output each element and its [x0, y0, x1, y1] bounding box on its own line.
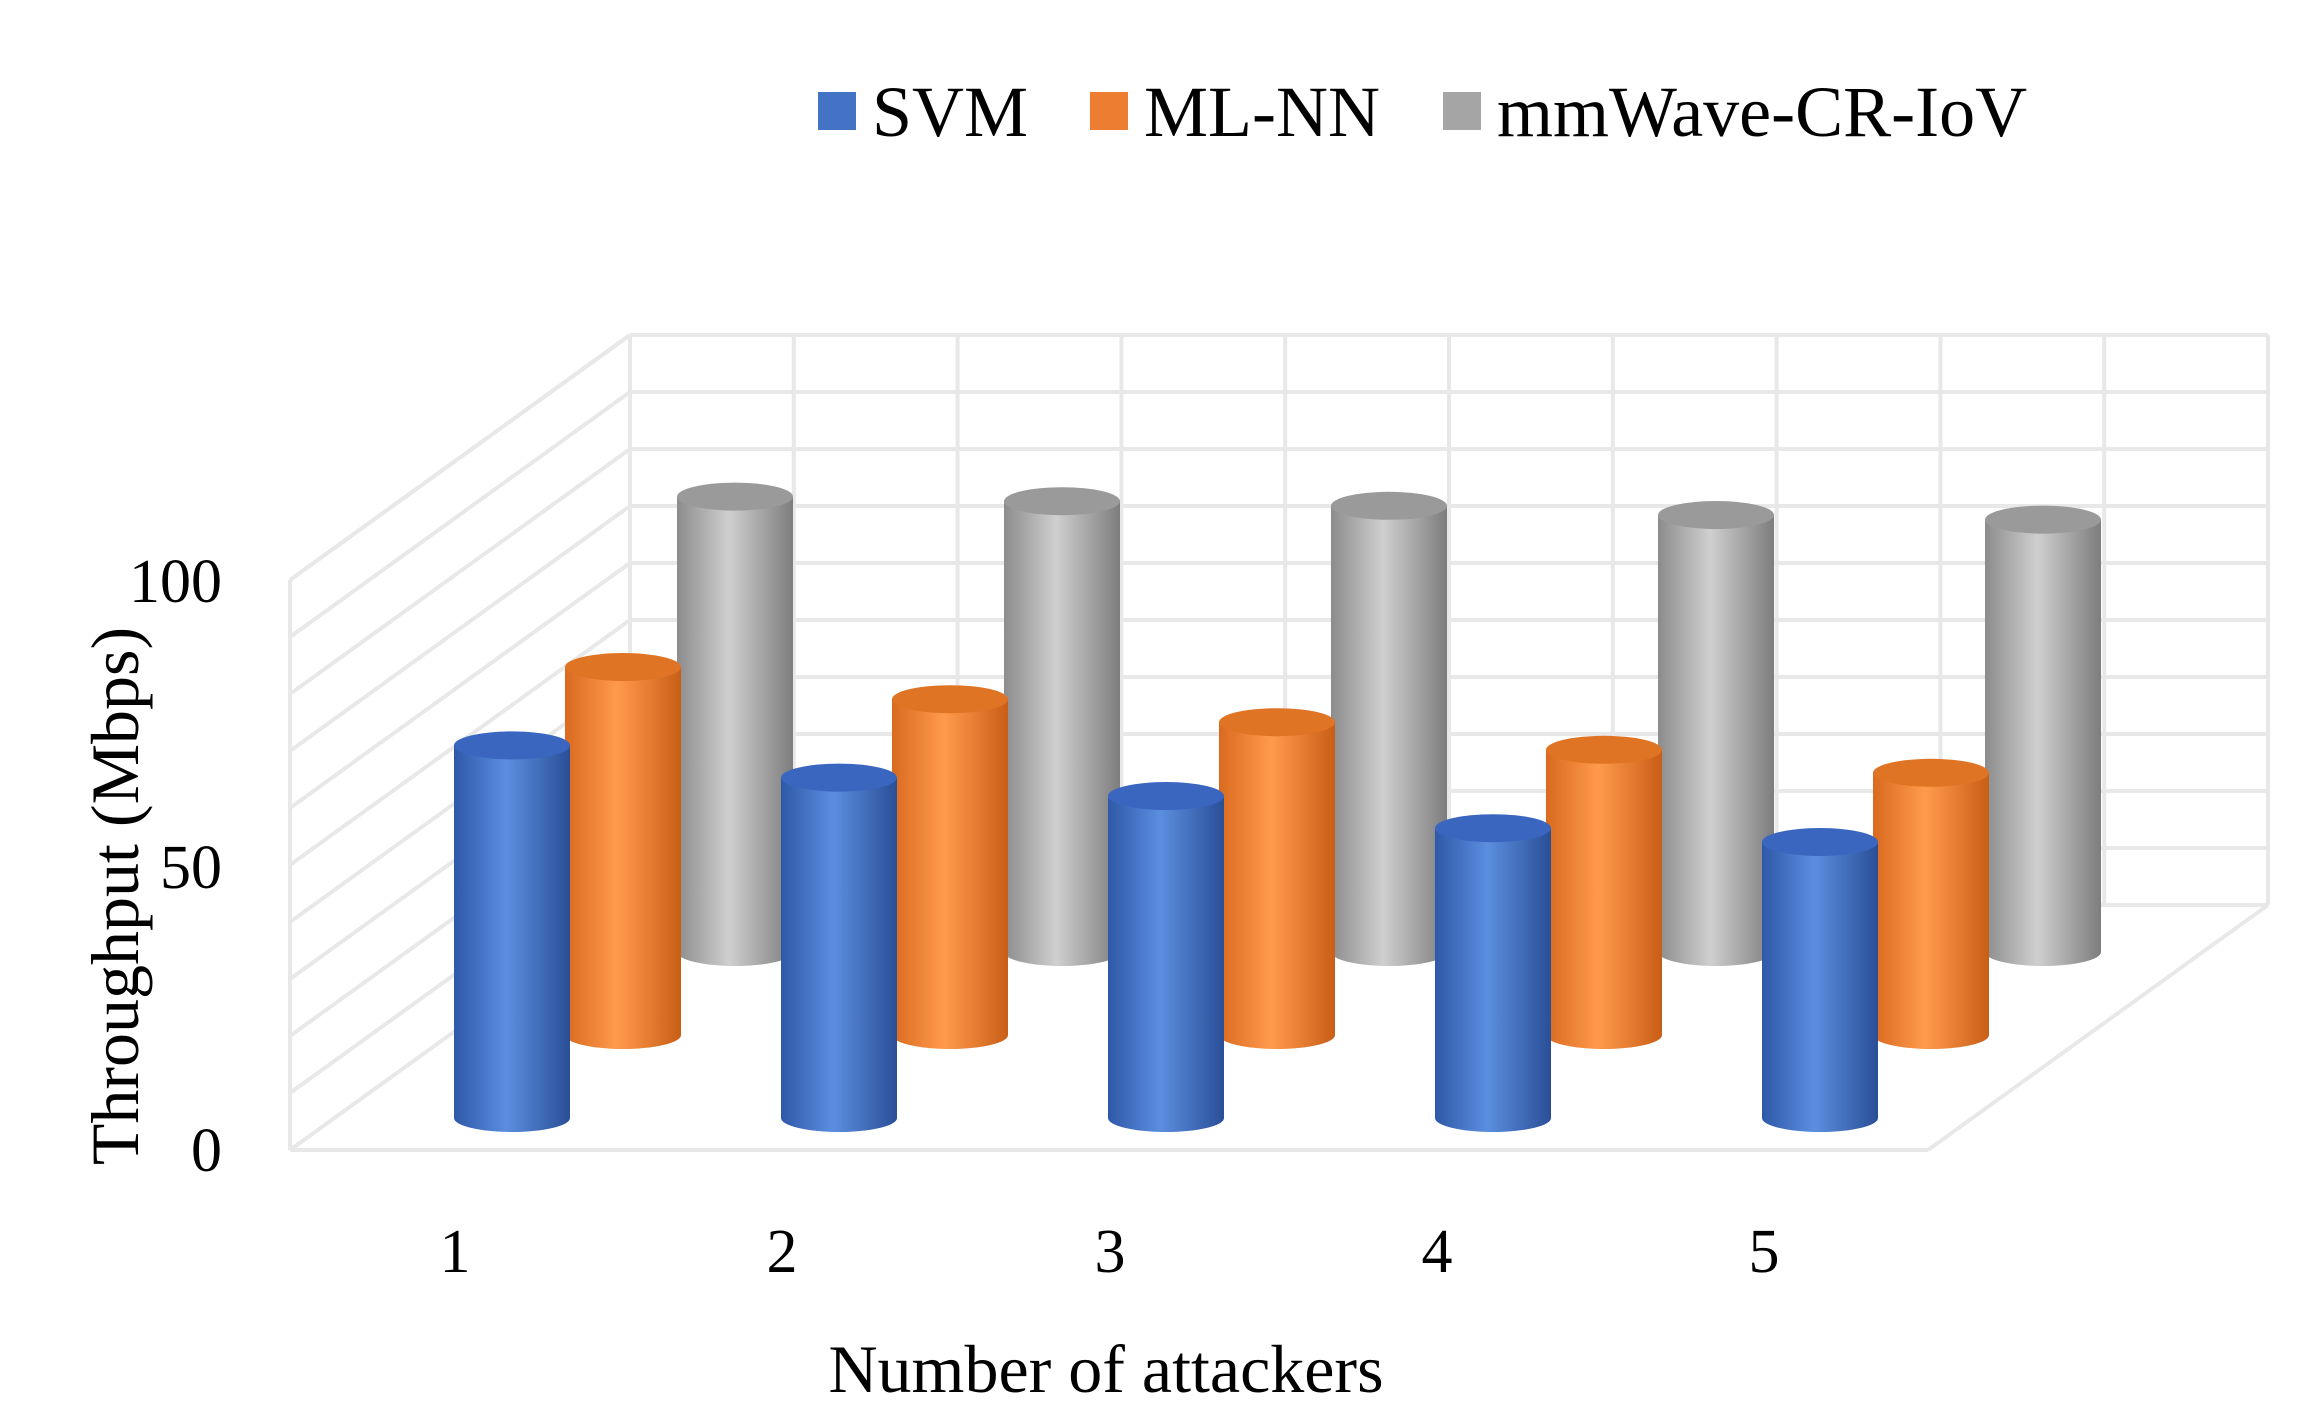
grid-line-floor — [1926, 903, 2270, 1152]
bar-body — [1435, 828, 1551, 1132]
bar-body — [565, 667, 681, 1049]
x-tick-label-4: 4 — [1422, 1218, 1453, 1286]
legend-swatch-mlnn — [1090, 92, 1128, 130]
bar-body — [1331, 505, 1447, 966]
grid-line-side — [288, 390, 632, 639]
bar-cap — [1331, 491, 1447, 520]
y-tick-label-0: 0 — [191, 1117, 222, 1185]
y-axis-title: Throughput (Mbps) — [77, 627, 153, 1165]
legend-label-mlnn: ML-NN — [1144, 72, 1380, 152]
bar-cap — [1219, 708, 1335, 737]
y-tick-label-100: 100 — [129, 548, 222, 616]
bar-body — [1004, 501, 1120, 966]
legend: SVM ML-NN mmWave-CR-IoV — [818, 72, 2027, 152]
bar-svm-5 — [1762, 828, 1878, 1132]
bar-mlnn-2 — [892, 685, 1008, 1049]
bar-body — [1658, 515, 1774, 966]
x-tick-label-3: 3 — [1095, 1218, 1126, 1286]
bar-mmwave-4 — [1658, 501, 1774, 966]
bar-cap — [454, 731, 570, 760]
bar-cap — [1004, 487, 1120, 516]
grid-line-side — [288, 504, 632, 753]
x-axis: 1 2 3 4 5 Number of attackers — [440, 1218, 1780, 1407]
bar-body — [1219, 722, 1335, 1049]
bar-svm-1 — [454, 731, 570, 1132]
bar-mmwave-3 — [1331, 491, 1447, 966]
grid-line-side — [288, 561, 632, 810]
grid-line-side — [288, 447, 632, 696]
bar-svm-4 — [1435, 814, 1551, 1132]
bar-cap — [677, 482, 793, 511]
bar-body — [454, 745, 570, 1132]
bar-cap — [565, 653, 681, 681]
bar-cap — [781, 763, 897, 792]
bar-svm-2 — [781, 763, 897, 1132]
grid-line-side-top — [288, 333, 632, 582]
bar-mmwave-1 — [677, 482, 793, 966]
bars — [454, 482, 2101, 1132]
legend-swatch-mmwave — [1443, 92, 1481, 130]
bar-body — [892, 699, 1008, 1049]
bar-mlnn-4 — [1546, 735, 1662, 1049]
bar-mmwave-2 — [1004, 487, 1120, 966]
y-axis: 0 50 100 Throughput (Mbps) — [77, 548, 222, 1185]
bar-cap — [1873, 758, 1989, 787]
bar-body — [1985, 519, 2101, 966]
bar-body — [1546, 749, 1662, 1049]
bar-body — [1873, 772, 1989, 1049]
bar-cap — [892, 685, 1008, 714]
bar-body — [677, 496, 793, 966]
x-tick-label-1: 1 — [440, 1218, 471, 1286]
bar-mlnn-3 — [1219, 708, 1335, 1049]
bar-cap — [1108, 782, 1224, 810]
bar-cap — [1985, 505, 2101, 534]
legend-label-mmwave: mmWave-CR-IoV — [1497, 72, 2027, 152]
bar-body — [1108, 796, 1224, 1132]
bar-mlnn-5 — [1873, 758, 1989, 1049]
bar-svm-3 — [1108, 782, 1224, 1132]
bar-mmwave-5 — [1985, 505, 2101, 966]
bar-mlnn-1 — [565, 653, 681, 1049]
bar-body — [781, 777, 897, 1132]
y-tick-label-50: 50 — [160, 834, 222, 902]
bar-cap — [1546, 735, 1662, 764]
bar-cap — [1435, 814, 1551, 843]
x-tick-label-5: 5 — [1749, 1218, 1780, 1286]
legend-label-svm: SVM — [872, 72, 1028, 152]
x-axis-title: Number of attackers — [828, 1331, 1383, 1407]
bar-cap — [1762, 828, 1878, 856]
legend-swatch-svm — [818, 92, 856, 130]
bar-body — [1762, 842, 1878, 1132]
x-tick-label-2: 2 — [767, 1218, 798, 1286]
bar-cap — [1658, 501, 1774, 529]
